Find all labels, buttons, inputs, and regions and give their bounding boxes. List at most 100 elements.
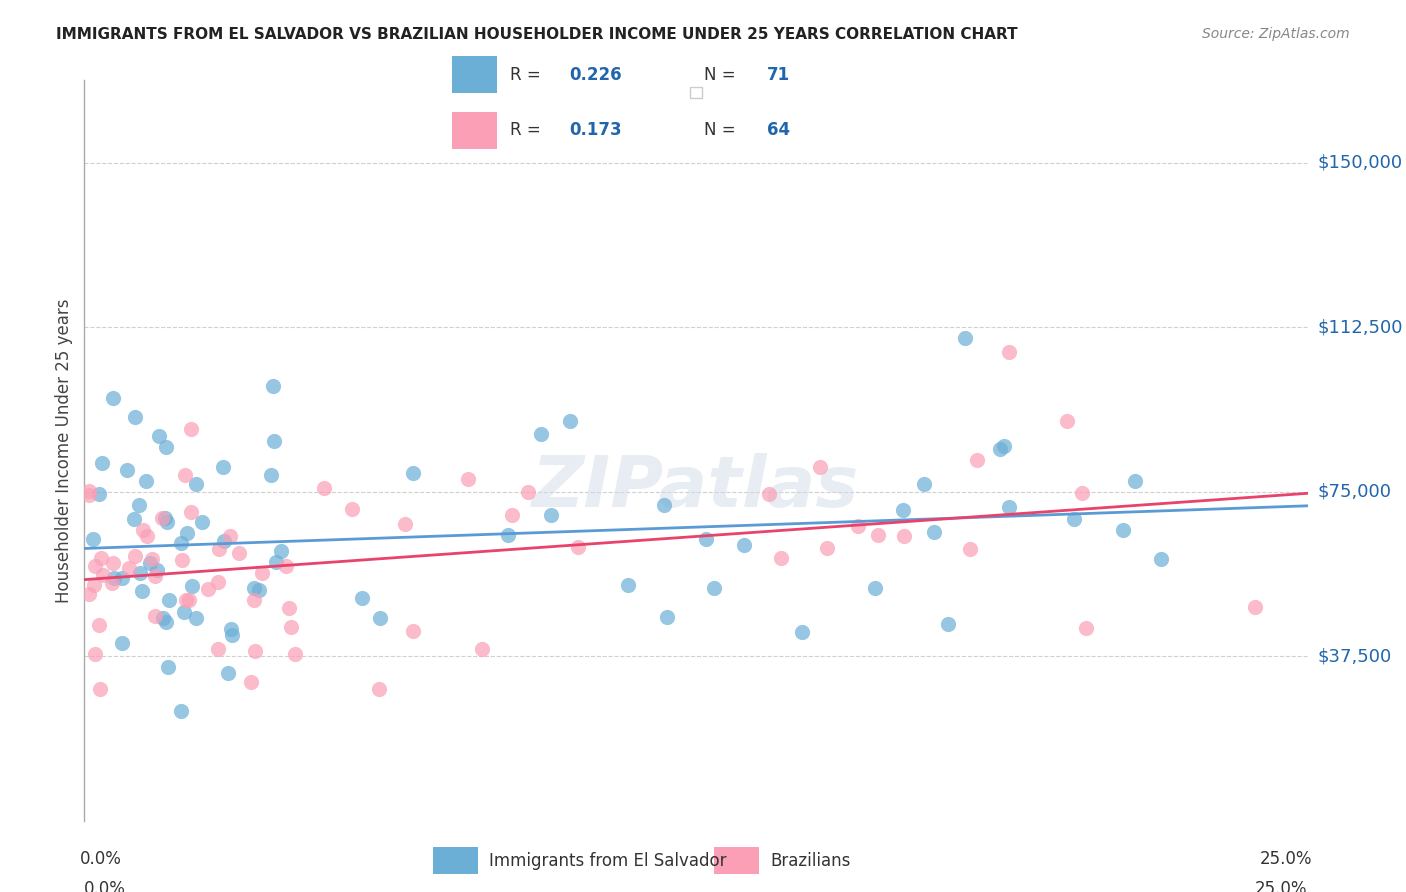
Legend:  (690, 87, 702, 98)
Point (152, 611, 174, 625)
Point (176, 592, 198, 607)
Text: Source: ZipAtlas.com: Source: ZipAtlas.com (1202, 27, 1350, 41)
Point (139, 557, 162, 571)
Point (276, 559, 298, 574)
Point (340, 502, 363, 516)
Point (148, 429, 170, 443)
Point (792, 624, 814, 639)
Point (703, 582, 725, 596)
Bar (451, 56, 496, 94)
Point (815, 541, 838, 555)
Point (135, 474, 157, 488)
Text: 0.226: 0.226 (569, 66, 621, 84)
Point (652, 498, 675, 512)
Point (808, 459, 831, 474)
Point (280, 620, 302, 634)
Text: 71: 71 (766, 66, 790, 84)
Point (177, 593, 200, 607)
Point (501, 508, 523, 522)
Point (262, 379, 284, 393)
Point (517, 485, 540, 500)
Point (156, 515, 179, 529)
Point (617, 578, 640, 592)
Point (314, 481, 336, 495)
Point (180, 505, 202, 519)
Point (733, 537, 755, 551)
Point (111, 571, 134, 585)
Point (207, 642, 229, 657)
Point (865, 581, 887, 595)
Point (135, 529, 157, 543)
Point (1056, 413, 1078, 427)
Point (402, 624, 425, 639)
Point (122, 512, 145, 526)
Point (770, 551, 793, 566)
Point (83, 647, 105, 661)
Point (184, 610, 207, 624)
Point (115, 463, 138, 477)
Bar (714, 847, 759, 874)
Text: R =: R = (510, 121, 547, 139)
Point (846, 519, 869, 533)
Point (101, 557, 124, 571)
Point (111, 636, 134, 650)
Point (184, 476, 207, 491)
Point (540, 508, 562, 523)
Point (155, 440, 177, 454)
Point (131, 524, 153, 538)
Point (240, 675, 263, 690)
Point (988, 442, 1011, 457)
Point (891, 503, 914, 517)
Text: $75,000: $75,000 (1317, 483, 1392, 500)
Point (128, 499, 150, 513)
Point (368, 611, 391, 625)
Point (169, 536, 191, 550)
Point (180, 422, 202, 436)
Point (1112, 523, 1135, 537)
Point (228, 546, 250, 560)
Point (191, 515, 214, 529)
Point (143, 608, 166, 623)
Point (77, 488, 100, 502)
Point (87, 618, 110, 632)
Bar (433, 847, 478, 874)
Point (83, 578, 105, 592)
Point (1123, 474, 1146, 488)
Point (77, 587, 100, 601)
Point (170, 704, 193, 718)
Point (394, 516, 416, 531)
Text: ZIPatlas: ZIPatlas (533, 453, 859, 522)
Point (217, 666, 239, 681)
Point (219, 529, 242, 543)
Point (471, 642, 494, 657)
Point (212, 534, 235, 549)
Point (118, 560, 141, 574)
Text: N =: N = (704, 66, 741, 84)
Point (496, 528, 519, 542)
Point (953, 331, 976, 345)
Y-axis label: Householder Income Under 25 years: Householder Income Under 25 years (55, 298, 73, 603)
Point (966, 452, 988, 467)
Point (197, 582, 219, 597)
Point (560, 414, 582, 428)
Text: N =: N = (704, 121, 741, 139)
Point (277, 601, 299, 615)
Point (936, 617, 959, 632)
Point (993, 439, 1015, 453)
Text: 0.0%: 0.0% (80, 850, 121, 868)
Point (1063, 512, 1085, 526)
Text: 64: 64 (766, 121, 790, 139)
Point (124, 410, 146, 425)
Point (219, 622, 242, 636)
Point (174, 468, 197, 483)
Point (243, 582, 266, 596)
Point (141, 551, 163, 566)
Point (157, 593, 180, 607)
Point (1244, 600, 1267, 615)
Point (893, 529, 915, 543)
Point (90, 551, 112, 566)
Text: $37,500: $37,500 (1317, 647, 1392, 665)
Point (959, 542, 981, 557)
Point (146, 563, 169, 577)
Text: $150,000: $150,000 (1317, 153, 1403, 171)
